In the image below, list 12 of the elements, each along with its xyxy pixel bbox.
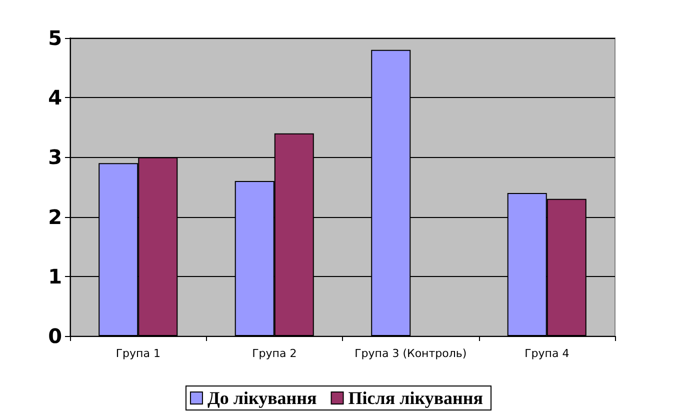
x-tick-label: Група 1 (116, 347, 160, 360)
legend-label: До лікування (207, 388, 318, 408)
y-tick-label: 5 (48, 26, 62, 50)
x-tick-label: Група 4 (524, 347, 570, 360)
y-tick-label: 0 (48, 324, 62, 348)
y-tick-label: 2 (48, 204, 62, 229)
x-tick-label: Група 2 (252, 347, 297, 360)
y-tick-label: 4 (48, 86, 62, 110)
x-tick-label: Група 3 (Контроль) (354, 347, 467, 360)
y-tick-label: 1 (48, 264, 62, 288)
legend-label: Після лікування (348, 388, 484, 408)
y-tick-label: 3 (48, 145, 62, 170)
